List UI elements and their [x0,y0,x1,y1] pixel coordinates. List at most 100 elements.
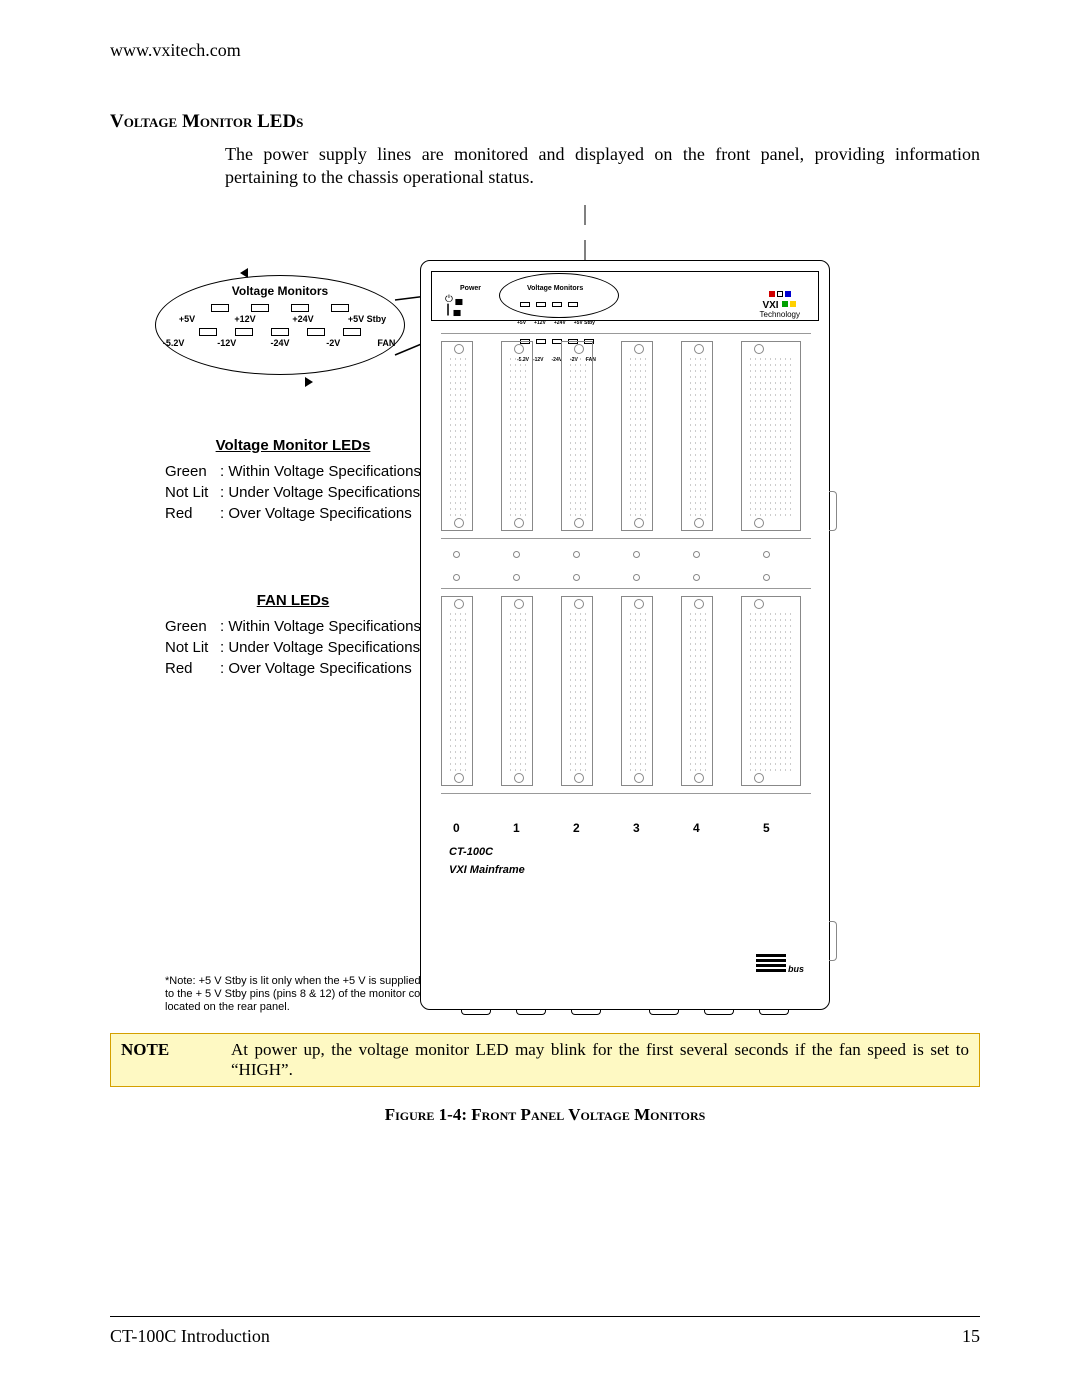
legend-val: : Over Voltage Specifications [220,503,412,524]
foot-icon [571,1009,601,1015]
slot-icon [741,341,801,531]
vxi-logo: VXI Technology [760,290,800,319]
legend-row: Not Lit: Under Voltage Specifications [165,482,421,503]
side-tab-icon [829,491,837,531]
slot-icon [681,596,713,786]
led-icon [291,304,309,312]
legend-key: Green [165,616,220,637]
led-label: +5V Stby [574,320,595,326]
led-label: +24V [285,314,321,324]
led-icon [271,328,289,336]
arrow-icon [305,377,313,387]
power-label: Power [460,285,481,292]
legend-val: : Within Voltage Specifications [220,616,421,637]
legend-row: Red: Over Voltage Specifications [165,658,421,679]
foot-icon [461,1009,491,1015]
page-number: 15 [962,1326,980,1347]
intro-paragraph: The power supply lines are monitored and… [225,143,980,190]
led-icon [251,304,269,312]
slot-number: 1 [513,821,520,835]
led-label: -5.2V [156,338,191,348]
note-text: At power up, the voltage monitor LED may… [231,1040,969,1080]
chassis-top-strip: Power Voltage Monitors ⏻ ▄┃ ▄ +5V +12V +… [431,271,819,321]
footer-rule [110,1316,980,1317]
chassis-feet [461,1005,789,1015]
mid-holes [441,546,811,586]
slot-icon [621,341,653,531]
led-label: +5V Stby [343,314,391,324]
foot-icon [759,1009,789,1015]
bus-logo: bus [756,952,804,974]
legend-val: : Under Voltage Specifications [220,482,420,503]
side-tab-icon [829,921,837,961]
legend-key: Not Lit [165,637,220,658]
voltage-monitor-callout: Voltage Monitors +5V +12V +24V +5V Stby … [155,275,405,375]
slot-number: 4 [693,821,700,835]
led-icon [331,304,349,312]
callout-title: Voltage Monitors [156,284,404,298]
callout-label-row1: +5V +12V +24V +5V Stby [156,314,404,324]
slot-number: 5 [763,821,770,835]
legend-voltage-monitor: Voltage Monitor LEDs Green: Within Volta… [165,435,421,524]
figure-caption: Figure 1-4: Front Panel Voltage Monitors [110,1105,980,1125]
legend-key: Red [165,658,220,679]
slot-icon [741,596,801,786]
logo-square-icon [782,301,788,307]
slot-number: 3 [633,821,640,835]
led-label: +12V [227,314,263,324]
callout-led-row2 [156,328,404,336]
led-label: +24V [554,320,566,326]
logo-square-icon [777,291,783,297]
legend-key: Not Lit [165,482,220,503]
slot-icon [621,596,653,786]
legend-row: Green: Within Voltage Specifications [165,616,421,637]
led-label: FAN [369,338,404,348]
logo-square-icon [785,291,791,297]
legend-val: : Under Voltage Specifications [220,637,420,658]
legend-title: FAN LEDs [165,590,421,611]
led-icon [307,328,325,336]
led-icon [211,304,229,312]
header-url: www.vxitech.com [110,40,980,61]
page-footer: CT-100C Introduction 15 [110,1326,980,1347]
slot-icon [681,341,713,531]
legend-key: Red [165,503,220,524]
legend-row: Green: Within Voltage Specifications [165,461,421,482]
legend-val: : Over Voltage Specifications [220,658,412,679]
slot-icon [441,596,473,786]
led-icon [343,328,361,336]
foot-icon [649,1009,679,1015]
section-title: Voltage Monitor LEDs [110,111,980,133]
callout-led-row1 [156,304,404,312]
slot-bank-upper [441,341,811,531]
led-icon [199,328,217,336]
logo-subtext: Technology [760,311,800,319]
slot-icon [561,596,593,786]
chassis-diagram: Power Voltage Monitors ⏻ ▄┃ ▄ +5V +12V +… [420,260,830,1010]
legend-fan: FAN LEDs Green: Within Voltage Specifica… [165,590,421,679]
legend-title: Voltage Monitor LEDs [165,435,421,456]
note-box: NOTE At power up, the voltage monitor LE… [110,1033,980,1087]
legend-key: Green [165,461,220,482]
led-label: -2V [316,338,351,348]
callout-source-circle [499,273,619,318]
frame-text: VXI Mainframe [449,864,525,876]
slot-number: 2 [573,821,580,835]
slot-icon [501,596,533,786]
led-label: -24V [262,338,297,348]
slot-icon [441,341,473,531]
slot-number: 0 [453,821,460,835]
footer-left: CT-100C Introduction [110,1326,270,1347]
led-label: -12V [209,338,244,348]
legend-row: Not Lit: Under Voltage Specifications [165,637,421,658]
led-label: +5V [169,314,205,324]
legend-val: : Within Voltage Specifications [220,461,421,482]
foot-icon [704,1009,734,1015]
slot-bank-lower [441,596,811,786]
note-label: NOTE [121,1040,231,1080]
bus-text: bus [788,964,804,974]
logo-square-icon [769,291,775,297]
callout-label-row2: -5.2V -12V -24V -2V FAN [156,338,404,348]
led-label: +12V [534,320,546,326]
arrow-icon [240,268,248,278]
